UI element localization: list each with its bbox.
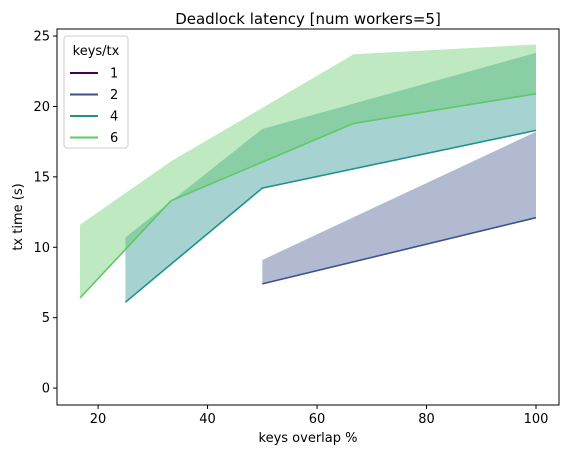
x-tick-label: 80 — [418, 412, 435, 427]
x-tick-label: 20 — [90, 412, 107, 427]
y-tick-label: 20 — [33, 100, 50, 115]
band-series-4 — [125, 52, 537, 303]
line-series-2 — [262, 216, 537, 285]
legend-label-2: 2 — [110, 88, 118, 103]
y-tick-label: 10 — [33, 241, 50, 256]
plot-frame — [56, 28, 560, 406]
line-series-6 — [79, 93, 537, 299]
x-tick-label: 100 — [524, 412, 549, 427]
x-tick-label: 40 — [199, 412, 216, 427]
band-series-6 — [80, 44, 536, 298]
x-axis-ticks: 20 40 60 80 100 — [90, 405, 549, 427]
series-lines — [79, 93, 537, 303]
y-tick-label: 0 — [42, 382, 50, 397]
y-axis-ticks: 0 5 10 15 20 25 — [33, 30, 57, 397]
legend-label-1: 1 — [110, 67, 118, 82]
band-series-2 — [262, 131, 536, 284]
legend-label-6: 6 — [110, 131, 118, 146]
line-series-4 — [124, 129, 537, 303]
chart-title: Deadlock latency [num workers=5] — [175, 10, 441, 28]
legend: keys/tx 1 2 4 6 — [63, 35, 129, 149]
x-axis-label: keys overlap % — [259, 431, 358, 446]
y-axis-label: tx time (s) — [11, 183, 26, 250]
x-tick-label: 60 — [309, 412, 326, 427]
confidence-bands — [80, 44, 537, 303]
legend-title: keys/tx — [73, 44, 120, 59]
legend-label-4: 4 — [110, 110, 118, 125]
legend-items: 1 2 4 6 — [70, 67, 118, 146]
y-tick-label: 5 — [42, 311, 50, 326]
y-tick-label: 15 — [33, 170, 50, 185]
y-tick-label: 25 — [33, 30, 50, 45]
legend-box — [63, 35, 129, 149]
